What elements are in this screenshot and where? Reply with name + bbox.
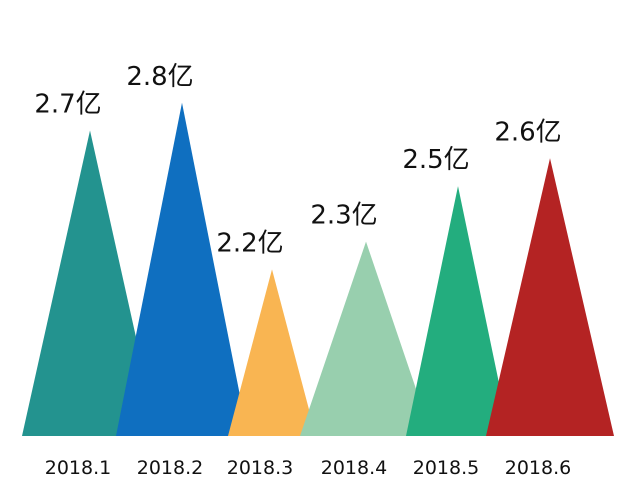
data-label-2018.1: 2.7亿 [34, 90, 101, 120]
category-label-2018.3: 2018.3 [227, 457, 293, 479]
peaks-layer [22, 102, 614, 437]
peak-2018.4 [300, 241, 432, 436]
category-label-2018.6: 2018.6 [505, 457, 571, 479]
data-label-2018.3: 2.2亿 [216, 228, 283, 258]
peak-2018.3 [228, 269, 316, 436]
category-label-2018.4: 2018.4 [321, 457, 387, 479]
data-label-2018.6: 2.6亿 [494, 117, 561, 147]
peak-2018.1 [22, 130, 158, 437]
category-label-2018.2: 2018.2 [137, 457, 203, 479]
category-label-2018.5: 2018.5 [413, 457, 479, 479]
data-label-2018.5: 2.5亿 [402, 145, 469, 175]
data-label-2018.2: 2.8亿 [126, 62, 193, 92]
peak-2018.5 [406, 186, 510, 436]
peak-2018.2 [116, 102, 248, 437]
value-labels-layer: 2.7亿 2.8亿 2.2亿 2.3亿 2.5亿 2.6亿 [34, 62, 561, 259]
data-label-2018.4: 2.3亿 [310, 201, 377, 231]
category-labels-layer: 2018.1 2018.2 2018.3 2018.4 2018.5 2018.6 [45, 457, 571, 479]
peak-2018.6 [486, 158, 614, 437]
category-label-2018.1: 2018.1 [45, 457, 111, 479]
